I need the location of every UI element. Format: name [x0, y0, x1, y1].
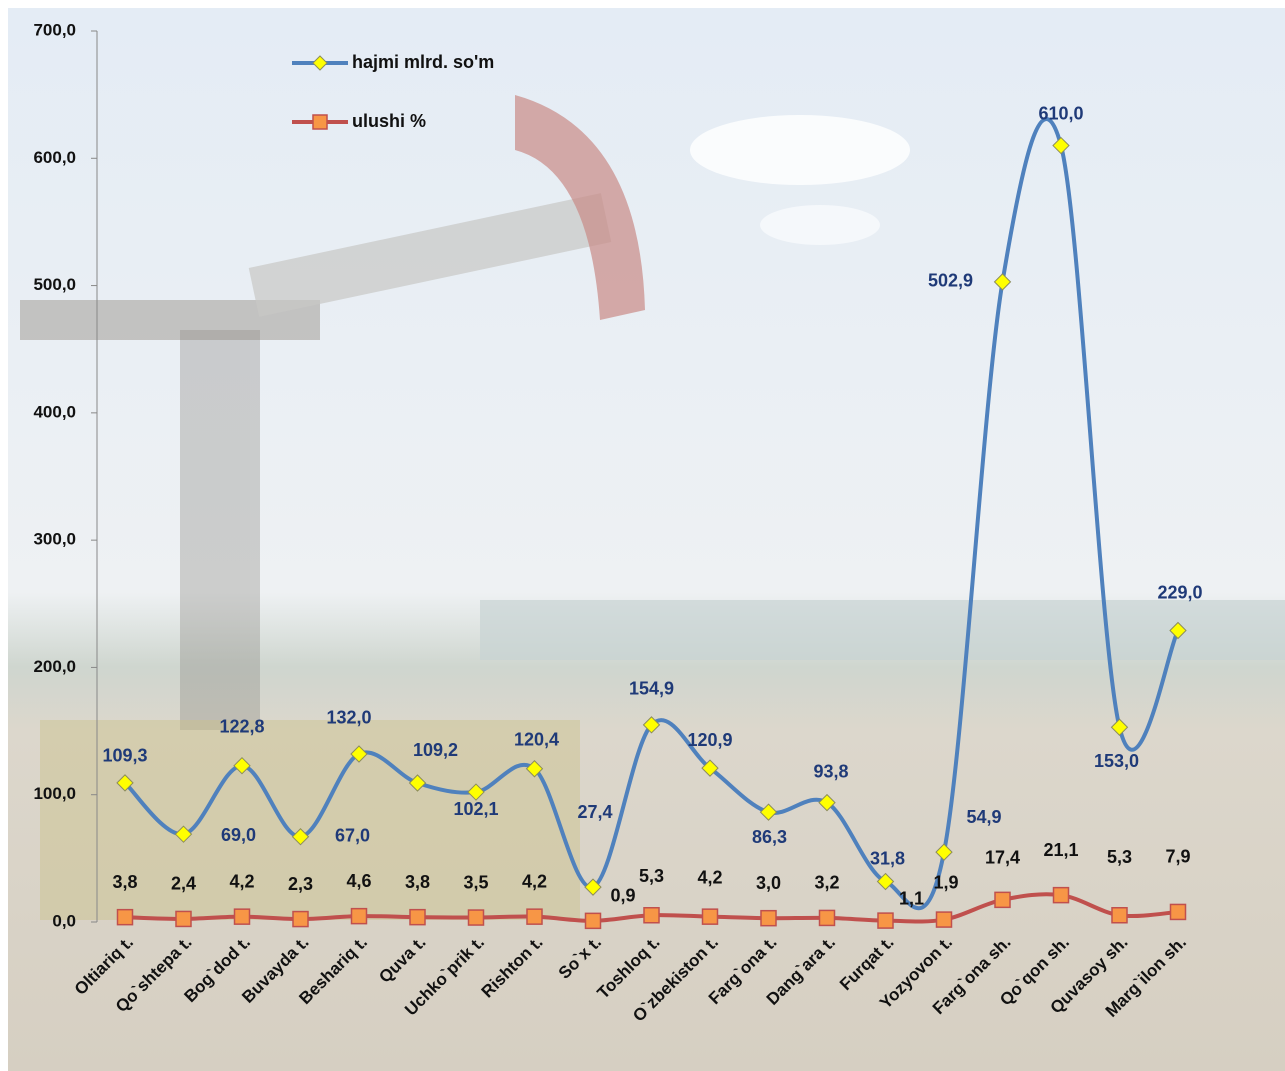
y-tick-label: 700,0 — [33, 20, 76, 39]
data-label: 21,1 — [1043, 840, 1078, 860]
data-label: 502,9 — [928, 271, 973, 291]
data-label: 4,6 — [346, 871, 371, 891]
data-label: 122,8 — [219, 716, 264, 736]
marker — [820, 910, 835, 925]
data-label: 153,0 — [1094, 751, 1139, 771]
chart: 0,0100,0200,0300,0400,0500,0600,0700,0Ol… — [0, 0, 1285, 1071]
data-label: 7,9 — [1165, 847, 1190, 867]
data-label: 2,4 — [171, 874, 196, 894]
data-label: 0,9 — [610, 886, 635, 906]
data-label: 3,5 — [463, 872, 488, 892]
legend-marker — [313, 115, 327, 129]
data-label: 5,3 — [639, 866, 664, 886]
y-tick-label: 400,0 — [33, 402, 76, 421]
data-label: 3,2 — [814, 873, 839, 893]
marker — [644, 908, 659, 923]
marker — [293, 912, 308, 927]
marker — [1112, 908, 1127, 923]
legend-label: hajmi mlrd. so'm — [352, 52, 494, 72]
data-label: 4,2 — [229, 871, 254, 891]
marker — [469, 910, 484, 925]
data-label: 17,4 — [985, 848, 1020, 868]
data-label: 109,2 — [413, 740, 458, 760]
marker — [586, 913, 601, 928]
marker — [527, 909, 542, 924]
data-label: 102,1 — [453, 799, 498, 819]
data-label: 132,0 — [326, 708, 371, 728]
marker — [410, 910, 425, 925]
data-label: 67,0 — [335, 825, 370, 845]
data-label: 4,2 — [697, 867, 722, 887]
data-label: 229,0 — [1157, 582, 1202, 602]
y-tick-label: 500,0 — [33, 275, 76, 294]
data-label: 120,9 — [687, 730, 732, 750]
marker — [878, 913, 893, 928]
data-label: 2,3 — [288, 874, 313, 894]
marker — [1054, 888, 1069, 903]
data-label: 27,4 — [577, 802, 612, 822]
data-label: 86,3 — [752, 827, 787, 847]
y-tick-label: 300,0 — [33, 530, 76, 549]
y-tick-label: 0,0 — [52, 911, 76, 930]
marker — [352, 909, 367, 924]
data-label: 3,8 — [405, 872, 430, 892]
data-label: 1,9 — [933, 872, 958, 892]
marker — [176, 911, 191, 926]
marker — [118, 910, 133, 925]
data-label: 93,8 — [813, 761, 848, 781]
y-tick-label: 600,0 — [33, 148, 76, 167]
data-label: 1,1 — [899, 888, 924, 908]
data-label: 3,8 — [112, 872, 137, 892]
data-label: 4,2 — [522, 871, 547, 891]
marker — [235, 909, 250, 924]
marker — [703, 909, 718, 924]
marker — [761, 911, 776, 926]
data-label: 5,3 — [1107, 847, 1132, 867]
marker — [1171, 904, 1186, 919]
data-label: 120,4 — [514, 729, 559, 749]
y-tick-label: 100,0 — [33, 784, 76, 803]
background — [0, 0, 1285, 1071]
legend-label: ulushi % — [352, 111, 426, 131]
data-label: 610,0 — [1038, 103, 1083, 123]
data-label: 54,9 — [966, 807, 1001, 827]
marker — [995, 892, 1010, 907]
data-label: 69,0 — [221, 825, 256, 845]
data-label: 154,9 — [629, 679, 674, 699]
data-label: 3,0 — [756, 873, 781, 893]
data-label: 31,8 — [870, 848, 905, 868]
marker — [937, 912, 952, 927]
y-tick-label: 200,0 — [33, 657, 76, 676]
data-label: 109,3 — [102, 746, 147, 766]
